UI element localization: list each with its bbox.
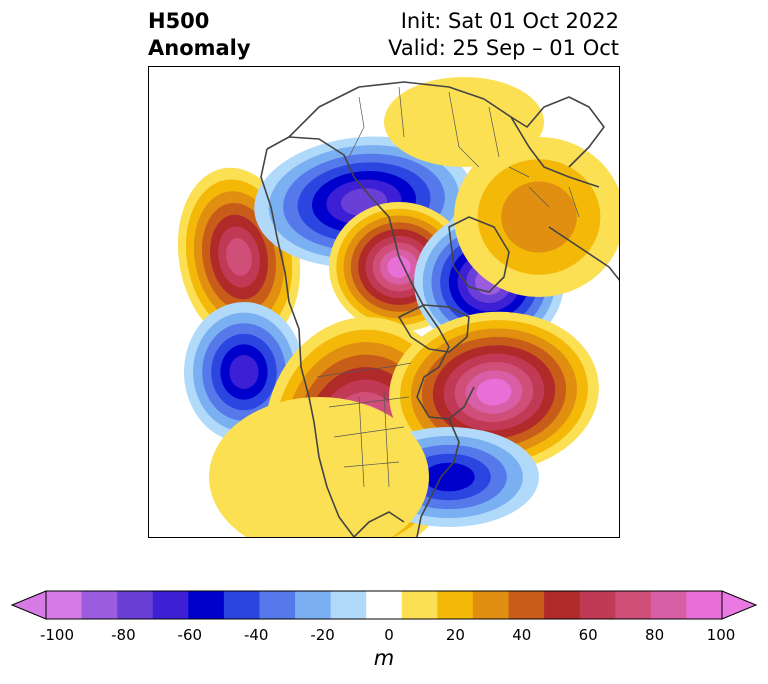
colorbar-cell [472,591,510,619]
coast-central-america [353,511,405,537]
positive-anomaly-contour [501,181,577,253]
positive-anomaly-contour [476,378,512,406]
colorbar-tick-label: -40 [243,626,269,644]
coast-greenland [398,304,470,353]
colorbar-cells [46,591,723,619]
colorbar-tick-label: -100 [39,626,75,644]
negative-anomaly-contour [229,355,259,389]
colorbar-cell [508,591,545,619]
colorbar-tick-label: 60 [578,626,598,644]
colorbar-cell [223,591,260,619]
colorbar-cell [259,591,296,619]
border-us-canada [316,362,412,378]
coast-africa [548,226,619,281]
border-eurasia-1 [348,86,500,168]
colorbar-cell [46,591,83,619]
coast-alaska [266,136,412,283]
positive-anomaly-contour [387,256,411,278]
colorbar-cell [686,591,723,619]
colorbar-cell [650,591,687,619]
positive-anomaly-contour [209,397,429,537]
map-panel [148,66,620,538]
coast-na-east [416,418,460,537]
colorbar-cell [401,591,438,619]
colorbar-tick-label: -20 [310,626,335,644]
border-eurasia-2 [508,166,580,218]
coast-eurasia [288,81,600,188]
valid-period: Valid: 25 Sep – 01 Oct [388,36,619,60]
colorbar-cell [188,591,225,619]
colorbar [10,590,758,620]
negative-anomaly-contour [423,462,475,492]
colorbar-tick-label: 100 [706,626,736,644]
map-subtitle: Init: Sat 01 Oct 2022 Valid: 25 Sep – 01… [388,8,619,62]
colorbar-cell [544,591,581,619]
coast-europe [510,96,605,168]
colorbar-over-arrow [721,590,758,620]
coast-scandinavia [448,216,510,293]
colorbar-tick-label: -80 [111,626,136,644]
colorbar-tick-label: 20 [445,626,465,644]
colorbar-cell [366,591,403,619]
colorbar-cell [152,591,189,619]
colorbar-cell [437,591,474,619]
title-field-name: H500 [148,9,210,33]
colorbar-units: m [373,646,395,670]
colorbar-tick-label: 0 [384,626,394,644]
anomaly-map [177,77,619,537]
colorbar-cell [615,591,652,619]
map-title: H500 Anomaly [148,8,251,62]
country-borders [316,86,580,488]
init-time: Init: Sat 01 Oct 2022 [400,9,619,33]
anomaly-contours [177,77,619,537]
colorbar-cell [295,591,332,619]
border-states-1 [328,391,410,488]
title-field-type: Anomaly [148,36,251,60]
colorbar-cell [579,591,616,619]
colorbar-cell [81,591,118,619]
coastlines [260,81,619,537]
colorbar-cell [330,591,367,619]
colorbar-outline [45,590,723,620]
positive-anomaly-contour [384,77,544,167]
coast-na-west [260,148,355,537]
colorbar-under-arrow [10,590,47,620]
positive-anomaly-contour [226,238,252,276]
colorbar-tick-label: -60 [177,626,203,644]
colorbar-tick-label: 80 [645,626,665,644]
colorbar-tick-label: 40 [512,626,532,644]
coast-canada [410,281,475,420]
colorbar-cell [117,591,154,619]
